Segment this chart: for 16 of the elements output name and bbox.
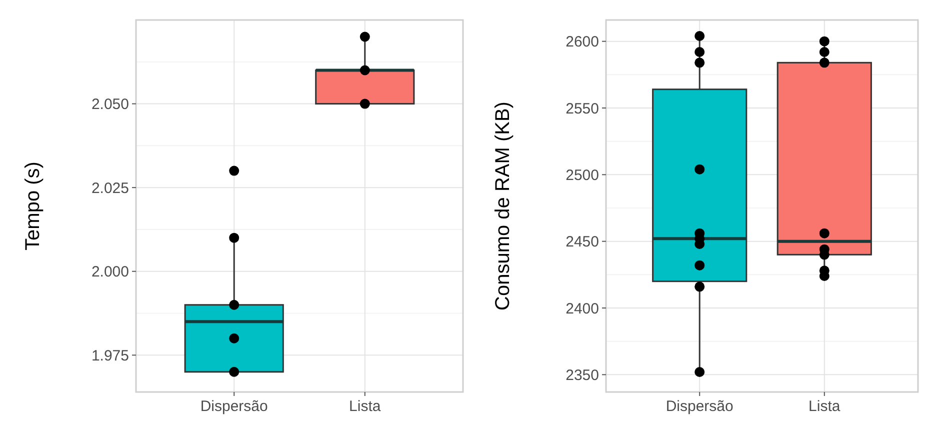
y-tick-label: 2350 — [566, 366, 599, 384]
y-axis-title: Consumo de RAM (KB) — [492, 102, 514, 310]
y-axis-title: Tempo (s) — [22, 162, 44, 250]
x-tick-label: Lista — [349, 398, 382, 415]
y-tick-label: 2.025 — [91, 180, 129, 197]
y-tick-label: 2.000 — [91, 264, 129, 281]
y-tick-label: 2400 — [566, 300, 599, 318]
y-tick-label: 1.975 — [91, 347, 129, 364]
y-tick-label: 2.050 — [91, 96, 129, 114]
x-tick-label: Lista — [808, 398, 841, 415]
x-tick-label: Dispersão — [666, 398, 734, 415]
y-tick-label: 2550 — [566, 100, 599, 118]
y-tick-label: 2600 — [566, 34, 599, 51]
y-tick-label: 2500 — [566, 166, 599, 184]
y-tick-label: 2450 — [566, 234, 599, 251]
x-tick-label: Dispersão — [200, 398, 268, 415]
